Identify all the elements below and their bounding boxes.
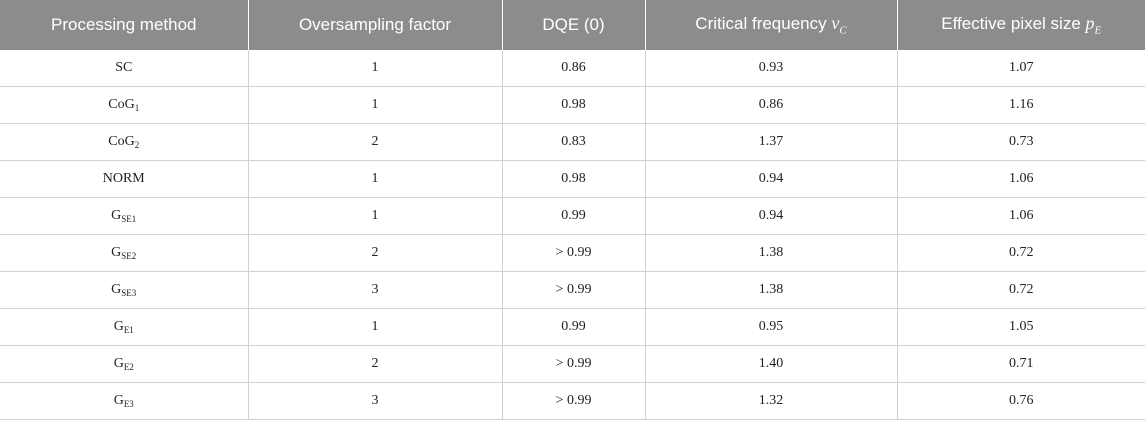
header-critical-frequency: Critical frequency νC — [645, 0, 898, 50]
cell-dqe: 0.83 — [502, 123, 646, 161]
cell-effective-pixel-size: 0.72 — [897, 234, 1145, 272]
cell-critical-frequency: 1.37 — [645, 123, 898, 161]
cell-effective-pixel-size: 1.05 — [897, 308, 1145, 346]
header-processing-method: Processing method — [0, 0, 249, 50]
method-subscript: SE3 — [121, 288, 137, 298]
header-effective-pixel-size: Effective pixel size pE — [897, 0, 1145, 50]
cell-processing-method: GSE2 — [0, 234, 249, 272]
cell-oversampling-factor: 3 — [248, 271, 503, 309]
table-row: NORM 1 0.98 0.94 1.06 — [0, 160, 1145, 198]
header-label: DQE (0) — [542, 15, 605, 34]
header-label: Effective pixel size — [941, 14, 1081, 34]
method-subscript: E1 — [123, 325, 134, 335]
method-name: G — [113, 356, 124, 371]
method-name: G — [113, 393, 124, 408]
cell-effective-pixel-size: 0.71 — [897, 345, 1145, 383]
cell-dqe: > 0.99 — [502, 271, 646, 309]
cell-effective-pixel-size: 1.07 — [897, 50, 1145, 87]
header-symbol: νC — [831, 13, 847, 37]
cell-dqe: 0.98 — [502, 160, 646, 198]
header-dqe: DQE (0) — [502, 0, 646, 50]
table-row: SC 1 0.86 0.93 1.07 — [0, 50, 1145, 87]
cell-critical-frequency: 0.94 — [645, 160, 898, 198]
method-subscript: SE2 — [121, 251, 137, 261]
method-name: G — [113, 319, 124, 334]
cell-critical-frequency: 1.40 — [645, 345, 898, 383]
cell-critical-frequency: 1.38 — [645, 234, 898, 272]
cell-processing-method: SC — [0, 50, 249, 87]
cell-oversampling-factor: 1 — [248, 308, 503, 346]
cell-processing-method: GSE3 — [0, 271, 249, 309]
header-row: Processing method Oversampling factor DQ… — [0, 0, 1145, 50]
method-name: G — [111, 245, 122, 260]
cell-critical-frequency: 0.86 — [645, 86, 898, 124]
cell-dqe: > 0.99 — [502, 345, 646, 383]
cell-oversampling-factor: 1 — [248, 86, 503, 124]
method-name: SC — [115, 60, 133, 75]
cell-effective-pixel-size: 1.06 — [897, 197, 1145, 235]
cell-oversampling-factor: 2 — [248, 234, 503, 272]
cell-effective-pixel-size: 0.72 — [897, 271, 1145, 309]
cell-critical-frequency: 1.38 — [645, 271, 898, 309]
table-row: GE1 1 0.99 0.95 1.05 — [0, 308, 1145, 346]
table-row: GSE2 2 > 0.99 1.38 0.72 — [0, 234, 1145, 272]
cell-processing-method: GSE1 — [0, 197, 249, 235]
cell-dqe: 0.99 — [502, 197, 646, 235]
cell-effective-pixel-size: 1.16 — [897, 86, 1145, 124]
table-row: CoG1 1 0.98 0.86 1.16 — [0, 86, 1145, 124]
cell-oversampling-factor: 1 — [248, 197, 503, 235]
method-subscript: SE1 — [121, 214, 137, 224]
cell-dqe: > 0.99 — [502, 234, 646, 272]
method-subscript: E2 — [123, 362, 134, 372]
cell-processing-method: CoG1 — [0, 86, 249, 124]
cell-oversampling-factor: 2 — [248, 123, 503, 161]
cell-dqe: 0.86 — [502, 50, 646, 87]
cell-dqe: 0.99 — [502, 308, 646, 346]
cell-dqe: 0.98 — [502, 86, 646, 124]
table-header: Processing method Oversampling factor DQ… — [0, 0, 1145, 50]
cell-critical-frequency: 1.32 — [645, 382, 898, 420]
method-subscript: 2 — [134, 140, 140, 150]
cell-processing-method: NORM — [0, 160, 249, 198]
method-name: NORM — [102, 171, 145, 186]
method-name: CoG — [108, 134, 135, 149]
method-subscript: 1 — [134, 103, 140, 113]
cell-processing-method: GE1 — [0, 308, 249, 346]
cell-effective-pixel-size: 1.06 — [897, 160, 1145, 198]
cell-effective-pixel-size: 0.73 — [897, 123, 1145, 161]
method-name: G — [111, 208, 122, 223]
cell-critical-frequency: 0.94 — [645, 197, 898, 235]
table-row: GE2 2 > 0.99 1.40 0.71 — [0, 345, 1145, 383]
table-body: SC 1 0.86 0.93 1.07 CoG1 1 0.98 0.86 1.16 CoG2 2 0.8… — [0, 50, 1145, 420]
cell-oversampling-factor: 2 — [248, 345, 503, 383]
header-label: Processing method — [50, 15, 197, 34]
header-label: Oversampling factor — [298, 15, 452, 34]
header-label: Critical frequency — [695, 14, 827, 34]
cell-oversampling-factor: 3 — [248, 382, 503, 420]
table-row: CoG2 2 0.83 1.37 0.73 — [0, 123, 1145, 161]
cell-effective-pixel-size: 0.76 — [897, 382, 1145, 420]
method-name: G — [111, 282, 122, 297]
table-row: GSE3 3 > 0.99 1.38 0.72 — [0, 271, 1145, 309]
header-symbol: pE — [1085, 13, 1102, 37]
table-row: GE3 3 > 0.99 1.32 0.76 — [0, 382, 1145, 420]
header-oversampling-factor: Oversampling factor — [248, 0, 503, 50]
cell-dqe: > 0.99 — [502, 382, 646, 420]
table-row: GSE1 1 0.99 0.94 1.06 — [0, 197, 1145, 235]
cell-critical-frequency: 0.93 — [645, 50, 898, 87]
cell-critical-frequency: 0.95 — [645, 308, 898, 346]
cell-processing-method: GE3 — [0, 382, 249, 420]
cell-oversampling-factor: 1 — [248, 50, 503, 87]
method-subscript: E3 — [123, 399, 134, 409]
cell-oversampling-factor: 1 — [248, 160, 503, 198]
cell-processing-method: CoG2 — [0, 123, 249, 161]
method-name: CoG — [108, 97, 135, 112]
cell-processing-method: GE2 — [0, 345, 249, 383]
